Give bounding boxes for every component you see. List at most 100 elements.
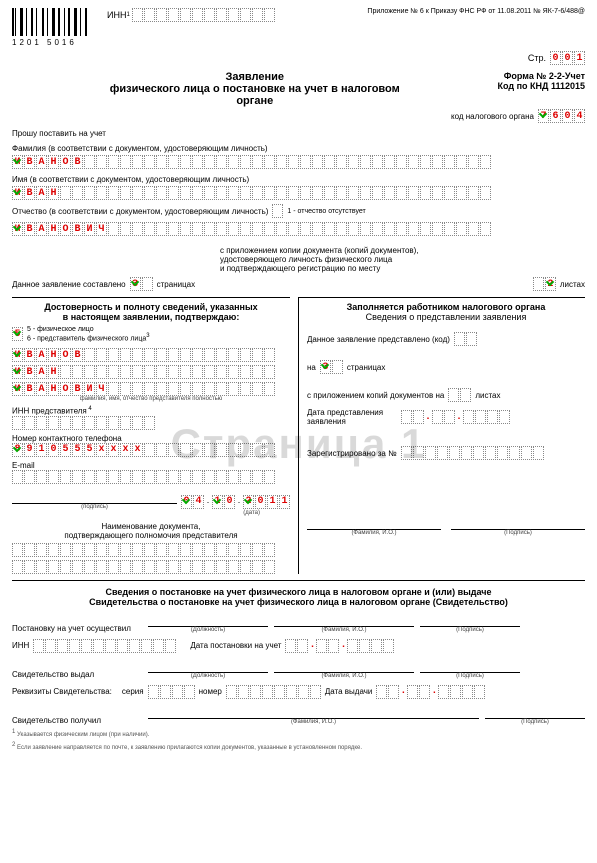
- char-cell: [36, 560, 47, 574]
- char-cell: Н: [48, 186, 59, 200]
- char-cell: [84, 470, 95, 484]
- char-cell: [108, 543, 119, 557]
- char-cell: А: [36, 382, 47, 396]
- on-label: на: [307, 363, 316, 372]
- char-cell: [228, 443, 239, 457]
- char-cell: [216, 155, 227, 169]
- char-cell: [347, 639, 358, 653]
- char-cell: [12, 543, 23, 557]
- post-label: Постановку на учет осуществил: [12, 624, 142, 633]
- right-sig-line: [451, 520, 585, 530]
- char-cell: [192, 348, 203, 362]
- declarant-sel: 5: [12, 327, 23, 341]
- char-cell: [96, 416, 107, 430]
- char-cell: [310, 685, 321, 699]
- char-cell: [180, 560, 191, 574]
- rep-inn-cells: [12, 416, 290, 430]
- char-cell: [105, 639, 116, 653]
- char-cell: [84, 348, 95, 362]
- char-cell: [461, 446, 472, 460]
- char-cell: [168, 543, 179, 557]
- char-cell: [264, 443, 275, 457]
- char-cell: [148, 685, 159, 699]
- char-cell: [252, 443, 263, 457]
- char-cell: [204, 382, 215, 396]
- char-cell: [184, 685, 195, 699]
- char-cell: [228, 560, 239, 574]
- char-cell: [192, 8, 203, 22]
- footnote-2: 2 Если заявление направляется по почте, …: [12, 742, 585, 751]
- inn-label: ИНН: [107, 10, 126, 20]
- char-cell: [168, 222, 179, 236]
- char-cell: [120, 186, 131, 200]
- char-cell: [117, 639, 128, 653]
- char-cell: [180, 8, 191, 22]
- char-cell: [240, 543, 251, 557]
- char-cell: [72, 560, 83, 574]
- char-cell: [312, 186, 323, 200]
- char-cell: [132, 543, 143, 557]
- char-cell: В: [24, 222, 35, 236]
- char-cell: [132, 222, 143, 236]
- char-cell: [240, 222, 251, 236]
- char-cell: [216, 348, 227, 362]
- rekv-row: Реквизиты Свидетельства: серия номер Дат…: [12, 685, 585, 699]
- presented-label: Данное заявление представлено (код): [307, 335, 450, 344]
- char-cell: [156, 543, 167, 557]
- char-cell: [473, 446, 484, 460]
- rep-patr-cells: ИВАНОВИЧ: [12, 382, 290, 396]
- char-cell: В: [72, 348, 83, 362]
- char-cell: 9: [24, 443, 35, 457]
- fio-field: [274, 615, 414, 627]
- sign-date-row: (подпись) 04.10.2011: [12, 494, 290, 510]
- char-cell: [432, 222, 443, 236]
- char-cell: [384, 155, 395, 169]
- char-cell: [300, 186, 311, 200]
- char-cell: [84, 365, 95, 379]
- char-cell: [437, 446, 448, 460]
- char-cell: [408, 186, 419, 200]
- char-cell: [192, 443, 203, 457]
- right-fio-cap: (Фамилия, И.О.): [307, 530, 441, 536]
- form-number: Форма № 2-2-Учет: [498, 71, 585, 81]
- pages-prefix: Данное заявление составлено: [12, 280, 126, 289]
- char-cell: Н: [48, 348, 59, 362]
- opt1: 5 - физическое лицо: [27, 326, 150, 333]
- char-cell: [156, 348, 167, 362]
- char-cell: [60, 543, 71, 557]
- right-pages-suffix: страницах: [347, 363, 385, 372]
- char-cell: [144, 348, 155, 362]
- barcode-block: 1201 5016: [12, 8, 87, 47]
- pres-code1: [454, 332, 465, 346]
- char-cell: [129, 639, 140, 653]
- char-cell: И: [12, 222, 23, 236]
- char-cell: [521, 446, 532, 460]
- char-cell: [480, 155, 491, 169]
- char-cell: [274, 685, 285, 699]
- char-cell: .: [400, 685, 406, 699]
- char-cell: 4: [193, 495, 204, 509]
- char-cell: [419, 685, 430, 699]
- char-cell: [108, 222, 119, 236]
- char-cell: 4: [574, 109, 585, 123]
- char-cell: [468, 186, 479, 200]
- char-cell: [216, 382, 227, 396]
- dolzh-field: [148, 615, 268, 627]
- regulation-note: Приложение № 6 к Приказу ФНС РФ от 11.08…: [367, 8, 585, 15]
- char-cell: [144, 443, 155, 457]
- char-cell: И: [12, 155, 23, 169]
- char-cell: [312, 155, 323, 169]
- date-post-label: Дата постановки на учет: [190, 641, 281, 650]
- char-cell: [24, 416, 35, 430]
- char-cell: [132, 186, 143, 200]
- patronymic-label: Отчество (в соответствии с документом, у…: [12, 207, 268, 216]
- char-cell: А: [36, 155, 47, 169]
- attachment-row: с приложением копии документа (копий док…: [12, 246, 585, 273]
- char-cell: [480, 186, 491, 200]
- char-cell: [120, 348, 131, 362]
- char-cell: [192, 543, 203, 557]
- char-cell: 2: [243, 495, 254, 509]
- char-cell: [96, 186, 107, 200]
- char-cell: [120, 560, 131, 574]
- char-cell: [475, 410, 486, 424]
